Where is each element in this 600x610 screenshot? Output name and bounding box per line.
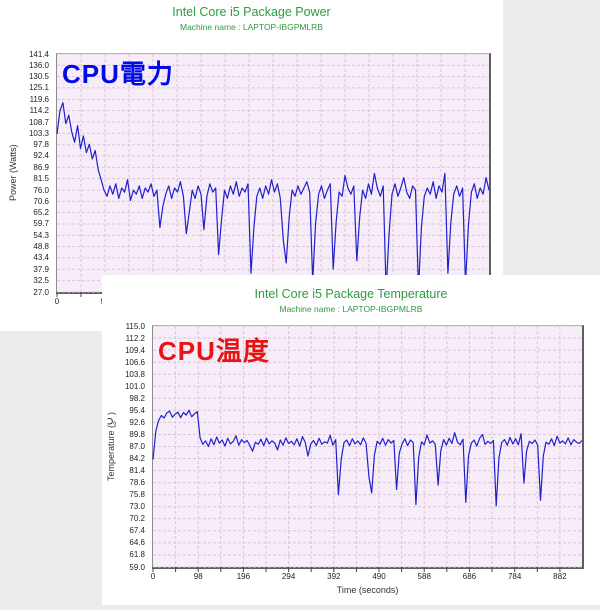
y-tick-label: 86.9 <box>33 162 49 172</box>
cpu-temperature-overlay-label: CPU温度 <box>158 336 270 366</box>
y-tick-label: 141.4 <box>28 49 49 59</box>
power-plot-area: CPU電力 <box>56 53 491 297</box>
temperature-y-tick-labels: 115.0 112.2 109.4 106.6 103.8 101.0 98.2 95.4 92… <box>102 322 148 572</box>
y-tick-label: 43.4 <box>33 253 49 263</box>
y-tick-label: 103.8 <box>124 369 145 379</box>
y-tick-label: 48.8 <box>33 242 49 252</box>
y-tick-label: 59.0 <box>129 562 145 572</box>
temperature-chart-title: Intel Core i5 Package Temperature <box>254 287 448 301</box>
x-tick-label: 0 <box>150 572 156 581</box>
temperature-chart-panel: Intel Core i5 Package Temperature Machin… <box>102 275 600 605</box>
y-tick-label: 115.0 <box>125 321 145 331</box>
temperature-plot-area: CPU温度 <box>152 325 584 572</box>
power-machine-name: Machine name : LAPTOP-IBGPMLRB <box>180 22 323 32</box>
temperature-line-chart <box>152 325 583 572</box>
temperature-machine-name: Machine name : LAPTOP-IBGPMLRB <box>279 304 423 314</box>
y-tick-label: 125.1 <box>28 83 49 93</box>
y-tick-label: 67.4 <box>129 526 145 536</box>
y-tick-label: 65.2 <box>33 208 49 218</box>
y-tick-label: 98.2 <box>129 393 145 403</box>
y-tick-label: 70.2 <box>129 514 145 524</box>
x-tick-label: 490 <box>372 572 386 581</box>
x-tick-label: 784 <box>507 572 522 581</box>
y-tick-label: 59.7 <box>33 219 49 229</box>
x-tick-label: 294 <box>281 572 296 581</box>
x-tick-label: 686 <box>462 572 477 581</box>
y-tick-label: 61.8 <box>129 550 145 560</box>
temperature-x-tick-labels: 0 98 196 294 392 490 588 686 784 882 <box>150 572 582 584</box>
y-tick-label: 73.0 <box>129 502 145 512</box>
y-tick-label: 78.6 <box>129 478 145 488</box>
y-tick-label: 32.5 <box>33 276 49 286</box>
x-tick-label: 588 <box>417 572 431 581</box>
y-tick-label: 112.2 <box>125 333 145 343</box>
y-tick-label: 136.0 <box>28 60 49 70</box>
y-tick-label: 92.6 <box>129 417 145 427</box>
x-tick-label: 0 <box>54 297 60 306</box>
y-tick-label: 97.8 <box>33 140 49 150</box>
y-tick-label: 27.0 <box>33 287 49 297</box>
y-tick-label: 75.8 <box>129 490 145 500</box>
y-tick-label: 87.0 <box>129 442 145 451</box>
y-tick-label: 95.4 <box>129 405 145 415</box>
power-y-tick-labels: 141.4 136.0 130.5 125.1 119.6 114.2 108.7 103.3… <box>0 50 52 297</box>
y-tick-label: 130.5 <box>28 72 49 82</box>
y-tick-label: 81.4 <box>129 466 145 476</box>
y-tick-label: 108.7 <box>28 117 49 127</box>
y-tick-label: 109.4 <box>124 345 145 355</box>
x-tick-label: 98 <box>193 572 203 581</box>
x-tick-label: 392 <box>327 572 341 581</box>
y-tick-label: 89.8 <box>129 429 145 439</box>
y-tick-label: 101.0 <box>124 381 145 391</box>
y-tick-label: 37.9 <box>33 264 49 274</box>
y-tick-label: 103.3 <box>28 128 49 138</box>
power-line-chart <box>56 53 490 297</box>
x-tick-label: 882 <box>553 572 567 581</box>
x-tick-label: 196 <box>236 572 251 581</box>
y-tick-label: 106.6 <box>124 357 145 367</box>
y-tick-label: 84.2 <box>129 454 145 464</box>
power-chart-title: Intel Core i5 Package Power <box>172 5 331 19</box>
y-tick-label: 114.2 <box>29 106 49 116</box>
y-tick-label: 81.5 <box>33 174 49 184</box>
cpu-power-overlay-label: CPU電力 <box>62 59 174 89</box>
y-tick-label: 119.6 <box>29 94 49 104</box>
y-tick-label: 92.4 <box>33 151 49 161</box>
y-tick-label: 70.6 <box>33 196 49 206</box>
temperature-x-axis-title: Time (seconds) <box>336 585 399 595</box>
y-tick-label: 64.6 <box>129 538 145 548</box>
y-tick-label: 76.0 <box>33 185 49 195</box>
y-tick-label: 54.3 <box>33 230 49 240</box>
